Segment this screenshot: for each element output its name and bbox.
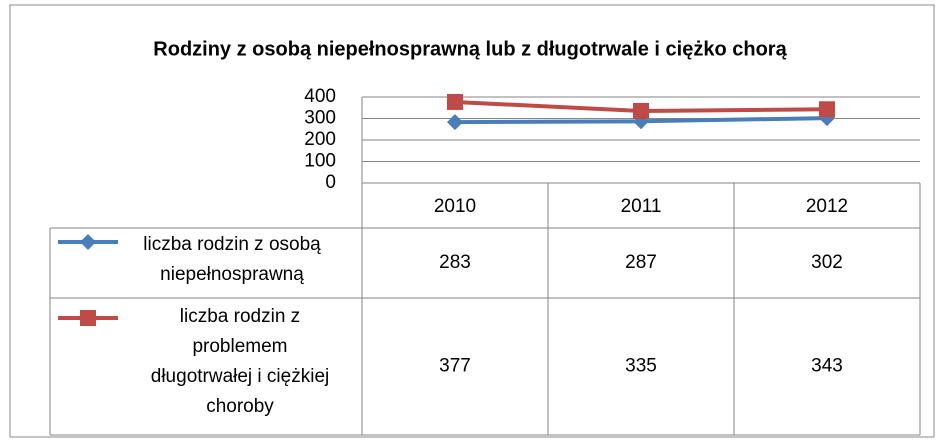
- table-value: 283: [439, 252, 471, 273]
- x-tick-label: 2010: [434, 196, 476, 217]
- legend-key-marker: [80, 234, 96, 250]
- y-tick-label: 200: [304, 129, 336, 150]
- chart-border: [9, 4, 935, 438]
- table-value: 335: [625, 356, 657, 377]
- marker: [633, 102, 649, 119]
- legend-label: liczba rodzin z osobą niepełnosprawną: [143, 234, 321, 285]
- chart-title: Rodziny z osobą niepełnosprawną lub z dł…: [153, 38, 787, 60]
- x-tick-label: 2012: [806, 196, 848, 217]
- y-tick-label: 100: [304, 151, 336, 172]
- y-tick-label: 0: [325, 172, 336, 193]
- y-tick-label: 400: [304, 86, 336, 107]
- y-tick-label: 300: [304, 108, 336, 129]
- table-value: 287: [625, 252, 657, 273]
- marker: [447, 114, 463, 131]
- marker: [819, 101, 835, 118]
- legend-key-marker: [80, 310, 96, 326]
- table-value: 377: [439, 356, 471, 377]
- x-tick-label: 2011: [621, 196, 662, 217]
- marker: [447, 93, 463, 110]
- table-value: 302: [811, 252, 843, 273]
- legend-label: liczba rodzin z problemem długotrwałej i…: [150, 306, 330, 417]
- table-value: 343: [811, 356, 843, 377]
